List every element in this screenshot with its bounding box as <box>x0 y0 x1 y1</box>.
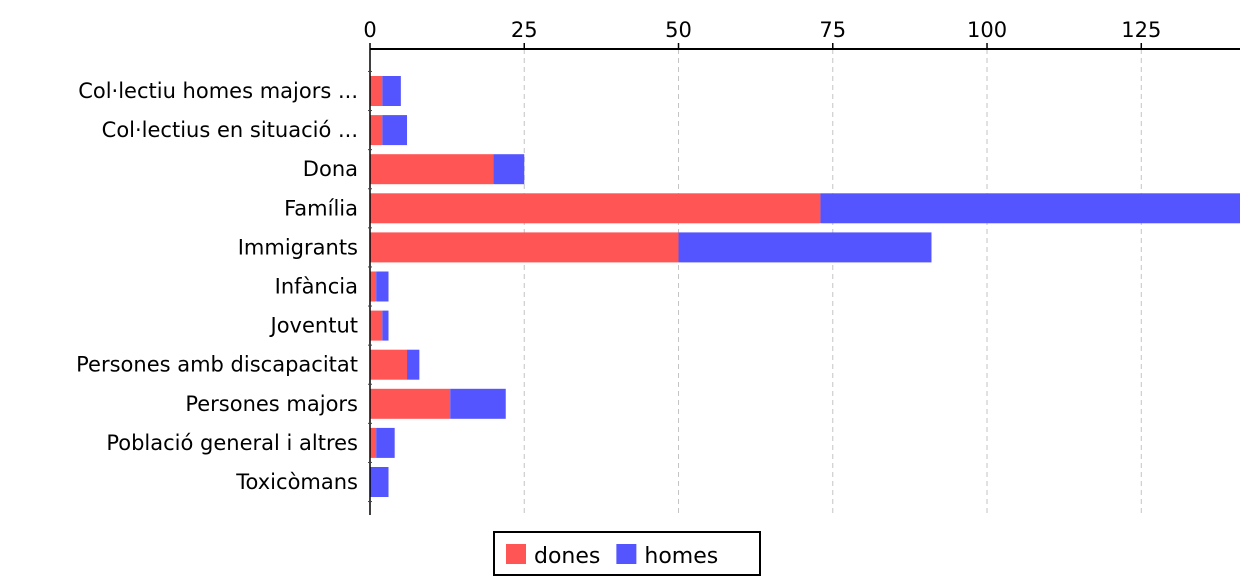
bar-dones <box>370 388 451 419</box>
bar-homes <box>820 193 1240 224</box>
category-label: Persones amb discapacitat <box>76 353 358 377</box>
category-label: Toxicòmans <box>235 470 358 494</box>
grid-layer <box>523 49 1142 515</box>
bar-homes <box>370 467 389 497</box>
bars-layer <box>370 76 1240 497</box>
bar-homes <box>382 115 408 146</box>
bar-homes <box>407 349 420 380</box>
bar-dones <box>370 271 377 302</box>
legend-swatch-homes <box>616 544 637 564</box>
bar-dones <box>370 310 383 341</box>
axis-layer: 0 25 50 75 100 125 <box>363 18 1240 515</box>
x-tick-label: 50 <box>665 18 692 42</box>
bar-dones <box>370 76 383 106</box>
category-label: Col·lectiu homes majors ... <box>78 79 358 103</box>
bar-dones <box>370 349 408 380</box>
bar-homes <box>376 271 389 302</box>
bar-homes <box>376 427 395 458</box>
x-tick-label: 0 <box>363 18 376 42</box>
category-label: Immigrants <box>238 235 358 259</box>
category-label: Infància <box>275 275 358 299</box>
category-label: Persones majors <box>185 392 358 416</box>
bar-homes <box>678 232 932 263</box>
x-tick-label: 125 <box>1121 18 1161 42</box>
bar-homes <box>382 310 389 341</box>
bar-dones <box>370 115 383 146</box>
x-tick-label: 100 <box>967 18 1007 42</box>
bar-homes <box>493 154 525 185</box>
category-label: Dona <box>303 157 358 181</box>
category-label: Joventut <box>269 314 358 338</box>
category-label: Població general i altres <box>106 431 358 455</box>
bar-homes <box>382 76 401 106</box>
bar-dones <box>370 427 377 458</box>
bar-dones <box>370 232 679 263</box>
category-labels: Col·lectiu homes majors ... Col·lectius e… <box>76 79 358 494</box>
legend-label-homes: homes <box>644 544 718 569</box>
bar-homes <box>450 388 506 419</box>
category-label: Col·lectius en situació ... <box>102 118 358 142</box>
bar-dones <box>370 193 821 224</box>
legend: dones homes <box>493 531 761 576</box>
x-tick-label: 75 <box>819 18 846 42</box>
category-label: Família <box>284 196 358 220</box>
legend-swatch-dones <box>506 544 526 564</box>
x-tick-label: 25 <box>511 18 538 42</box>
legend-label-dones: dones <box>534 544 600 569</box>
bar-dones <box>370 154 494 185</box>
